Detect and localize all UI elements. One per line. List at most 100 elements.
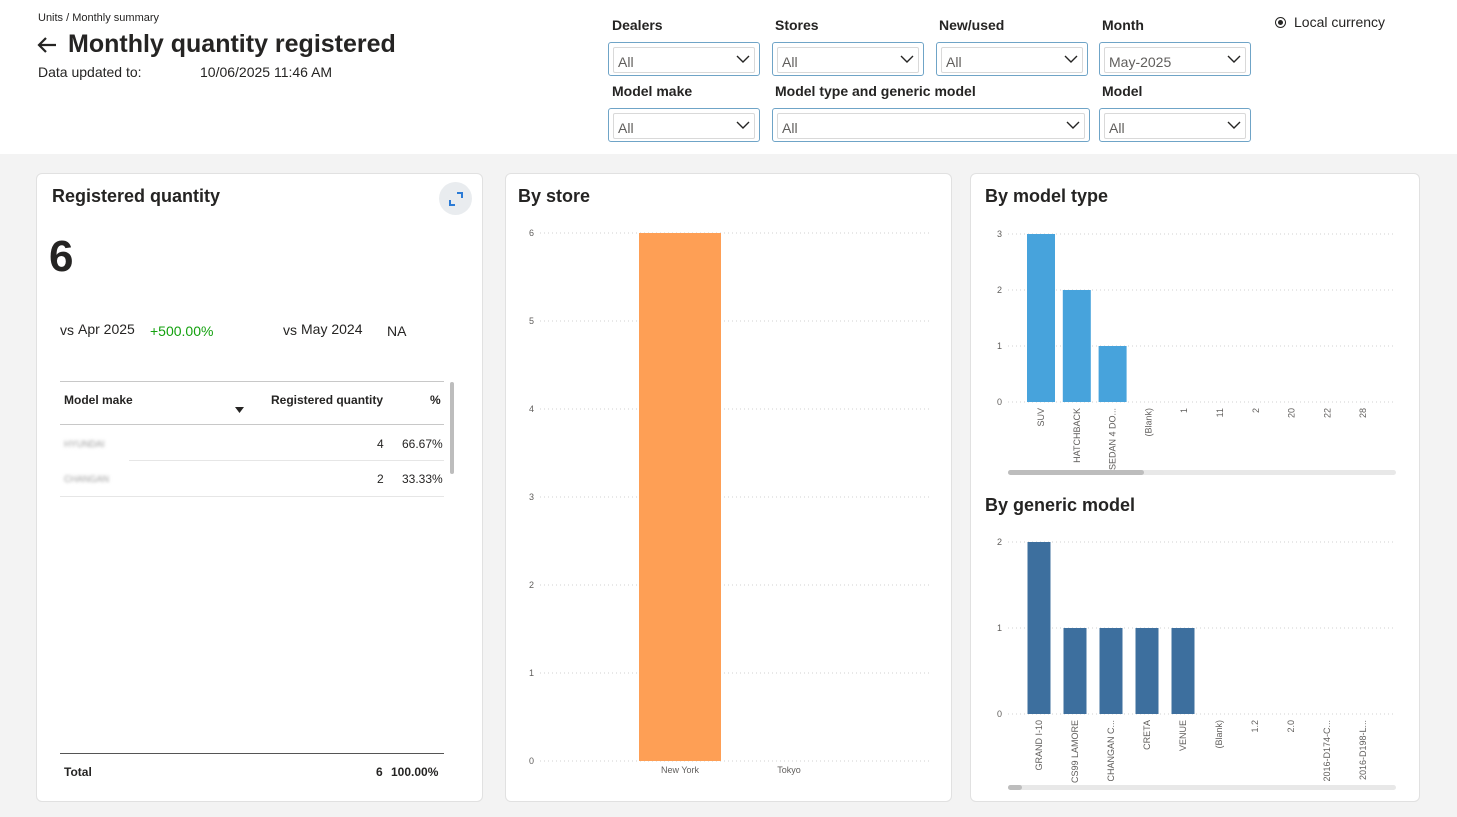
- vs-year-change: NA: [387, 323, 407, 339]
- by-store-card: By store 0 1 2 3 4 5 6 New York Tokyo: [505, 173, 952, 802]
- new-used-filter-label: New/used: [939, 17, 1005, 33]
- y-tick-label: 1: [997, 341, 1002, 351]
- stores-filter-label: Stores: [775, 17, 819, 33]
- by-store-title: By store: [518, 186, 591, 206]
- report-header: Units / Monthly summary Monthly quantity…: [0, 0, 1457, 154]
- chevron-down-icon: [1227, 121, 1241, 129]
- model-type-scrollbar-track[interactable]: [1008, 470, 1396, 475]
- x-tick-label: 2016-D198-L...: [1358, 720, 1368, 780]
- vs-prev-change: +500.00%: [150, 323, 214, 339]
- y-tick-label: 6: [529, 228, 534, 238]
- dropdown-inner: [941, 47, 1083, 73]
- bar: [1027, 542, 1051, 714]
- x-tick-label: CS99 LAMORE: [1070, 720, 1080, 783]
- y-tick-label: 0: [529, 756, 534, 766]
- x-tick-label: 28: [1358, 408, 1368, 418]
- back-arrow-icon[interactable]: [36, 34, 58, 56]
- model-make-dropdown[interactable]: All: [608, 108, 760, 142]
- chevron-down-icon: [736, 121, 750, 129]
- vs-prev-label: vs: [60, 322, 74, 338]
- y-tick-label: 3: [529, 492, 534, 502]
- dealers-filter-label: Dealers: [612, 17, 663, 33]
- table-total-pct: 100.00%: [391, 765, 439, 779]
- x-tick-label: Tokyo: [777, 765, 801, 775]
- model-make-dropdown-value: All: [618, 120, 634, 136]
- x-tick-label: 11: [1215, 408, 1225, 417]
- month-dropdown[interactable]: May-2025: [1099, 42, 1251, 76]
- table-scrollbar[interactable]: [450, 382, 454, 474]
- x-tick-label: VENUE: [1178, 720, 1188, 751]
- y-tick-label: 0: [997, 397, 1002, 407]
- x-tick-label: SUV: [1036, 408, 1046, 427]
- dropdown-inner: [777, 47, 919, 73]
- table-total-qty: 6: [376, 765, 383, 779]
- local-currency-option[interactable]: Local currency: [1275, 14, 1385, 30]
- dealers-dropdown-value: All: [618, 54, 634, 70]
- dropdown-inner: [777, 113, 1085, 139]
- chevron-down-icon: [736, 55, 750, 63]
- registered-quantity-title: Registered quantity: [52, 186, 221, 206]
- generic-model-scrollbar-thumb[interactable]: [1008, 785, 1022, 790]
- x-tick-label: New York: [661, 765, 700, 775]
- y-tick-label: 2: [997, 285, 1002, 295]
- dropdown-inner: [1104, 47, 1246, 73]
- model-filter-label: Model: [1102, 83, 1143, 99]
- chevron-down-icon: [1227, 55, 1241, 63]
- by-store-chart: 0 1 2 3 4 5 6 New York Tokyo: [529, 228, 930, 775]
- table-top-rule: [60, 381, 444, 382]
- dealers-dropdown[interactable]: All: [608, 42, 760, 76]
- page-title: Monthly quantity registered: [68, 30, 396, 58]
- model-type-scrollbar-thumb[interactable]: [1008, 470, 1144, 475]
- x-tick-label: HATCHBACK: [1072, 408, 1082, 463]
- generic-model-scrollbar-track[interactable]: [1008, 785, 1396, 790]
- chevron-down-icon: [1064, 55, 1078, 63]
- bar: [1062, 290, 1091, 402]
- new-used-dropdown-value: All: [946, 54, 962, 70]
- row-divider: [129, 460, 444, 461]
- y-tick-label: 3: [997, 229, 1002, 239]
- column-header-registered-quantity[interactable]: Registered quantity: [271, 393, 384, 407]
- chevron-down-icon: [1066, 121, 1080, 129]
- model-make-filter-label: Model make: [612, 83, 693, 99]
- x-tick-label: CRETA: [1142, 720, 1152, 750]
- y-tick-label: 1: [997, 623, 1002, 633]
- data-updated-value: 10/06/2025 11:46 AM: [200, 64, 333, 80]
- stores-dropdown[interactable]: All: [772, 42, 924, 76]
- x-tick-label: GRAND I-10: [1034, 720, 1044, 771]
- registered-quantity-value: 6: [49, 232, 74, 281]
- y-tick-label: 2: [997, 537, 1002, 547]
- model-breakdown-card: By model type 0 1 2 3 SUV HATCHBACK SEDAN 4 DO…: [970, 173, 1420, 802]
- table-row-qty: 4: [377, 437, 384, 451]
- column-header-model-make[interactable]: Model make: [64, 393, 133, 407]
- table-row-make: HYUNDAI: [64, 439, 105, 449]
- model-dropdown-value: All: [1109, 120, 1125, 136]
- local-currency-radio[interactable]: [1275, 16, 1286, 28]
- dropdown-inner: [1104, 113, 1246, 139]
- dropdown-inner: [613, 113, 755, 139]
- row-divider: [60, 496, 444, 497]
- dropdown-inner: [613, 47, 755, 73]
- model-type-generic-filter-label: Model type and generic model: [775, 83, 976, 99]
- table-header-rule: [60, 424, 444, 425]
- vs-year-label: vs: [283, 322, 297, 338]
- new-used-dropdown[interactable]: All: [936, 42, 1088, 76]
- model-dropdown[interactable]: All: [1099, 108, 1251, 142]
- bar: [1135, 628, 1159, 714]
- expand-button[interactable]: [439, 182, 472, 215]
- table-row-pct: 33.33%: [402, 472, 443, 486]
- x-tick-label: (Blank): [1214, 720, 1224, 749]
- bar: [1063, 628, 1087, 714]
- breadcrumb[interactable]: Units / Monthly summary: [38, 12, 160, 24]
- y-tick-label: 2: [529, 580, 534, 590]
- x-tick-label: (Blank): [1143, 408, 1153, 437]
- model-type-generic-dropdown[interactable]: All: [772, 108, 1090, 142]
- table-row-qty: 2: [377, 472, 384, 486]
- table-row-pct: 66.67%: [402, 437, 443, 451]
- y-tick-label: 4: [529, 404, 534, 414]
- y-tick-label: 1: [529, 668, 534, 678]
- sort-descending-icon[interactable]: [235, 407, 244, 413]
- data-updated-label: Data updated to:: [38, 64, 142, 80]
- table-total-label: Total: [64, 765, 92, 779]
- month-dropdown-value: May-2025: [1109, 54, 1172, 70]
- column-header-percent[interactable]: %: [430, 393, 441, 407]
